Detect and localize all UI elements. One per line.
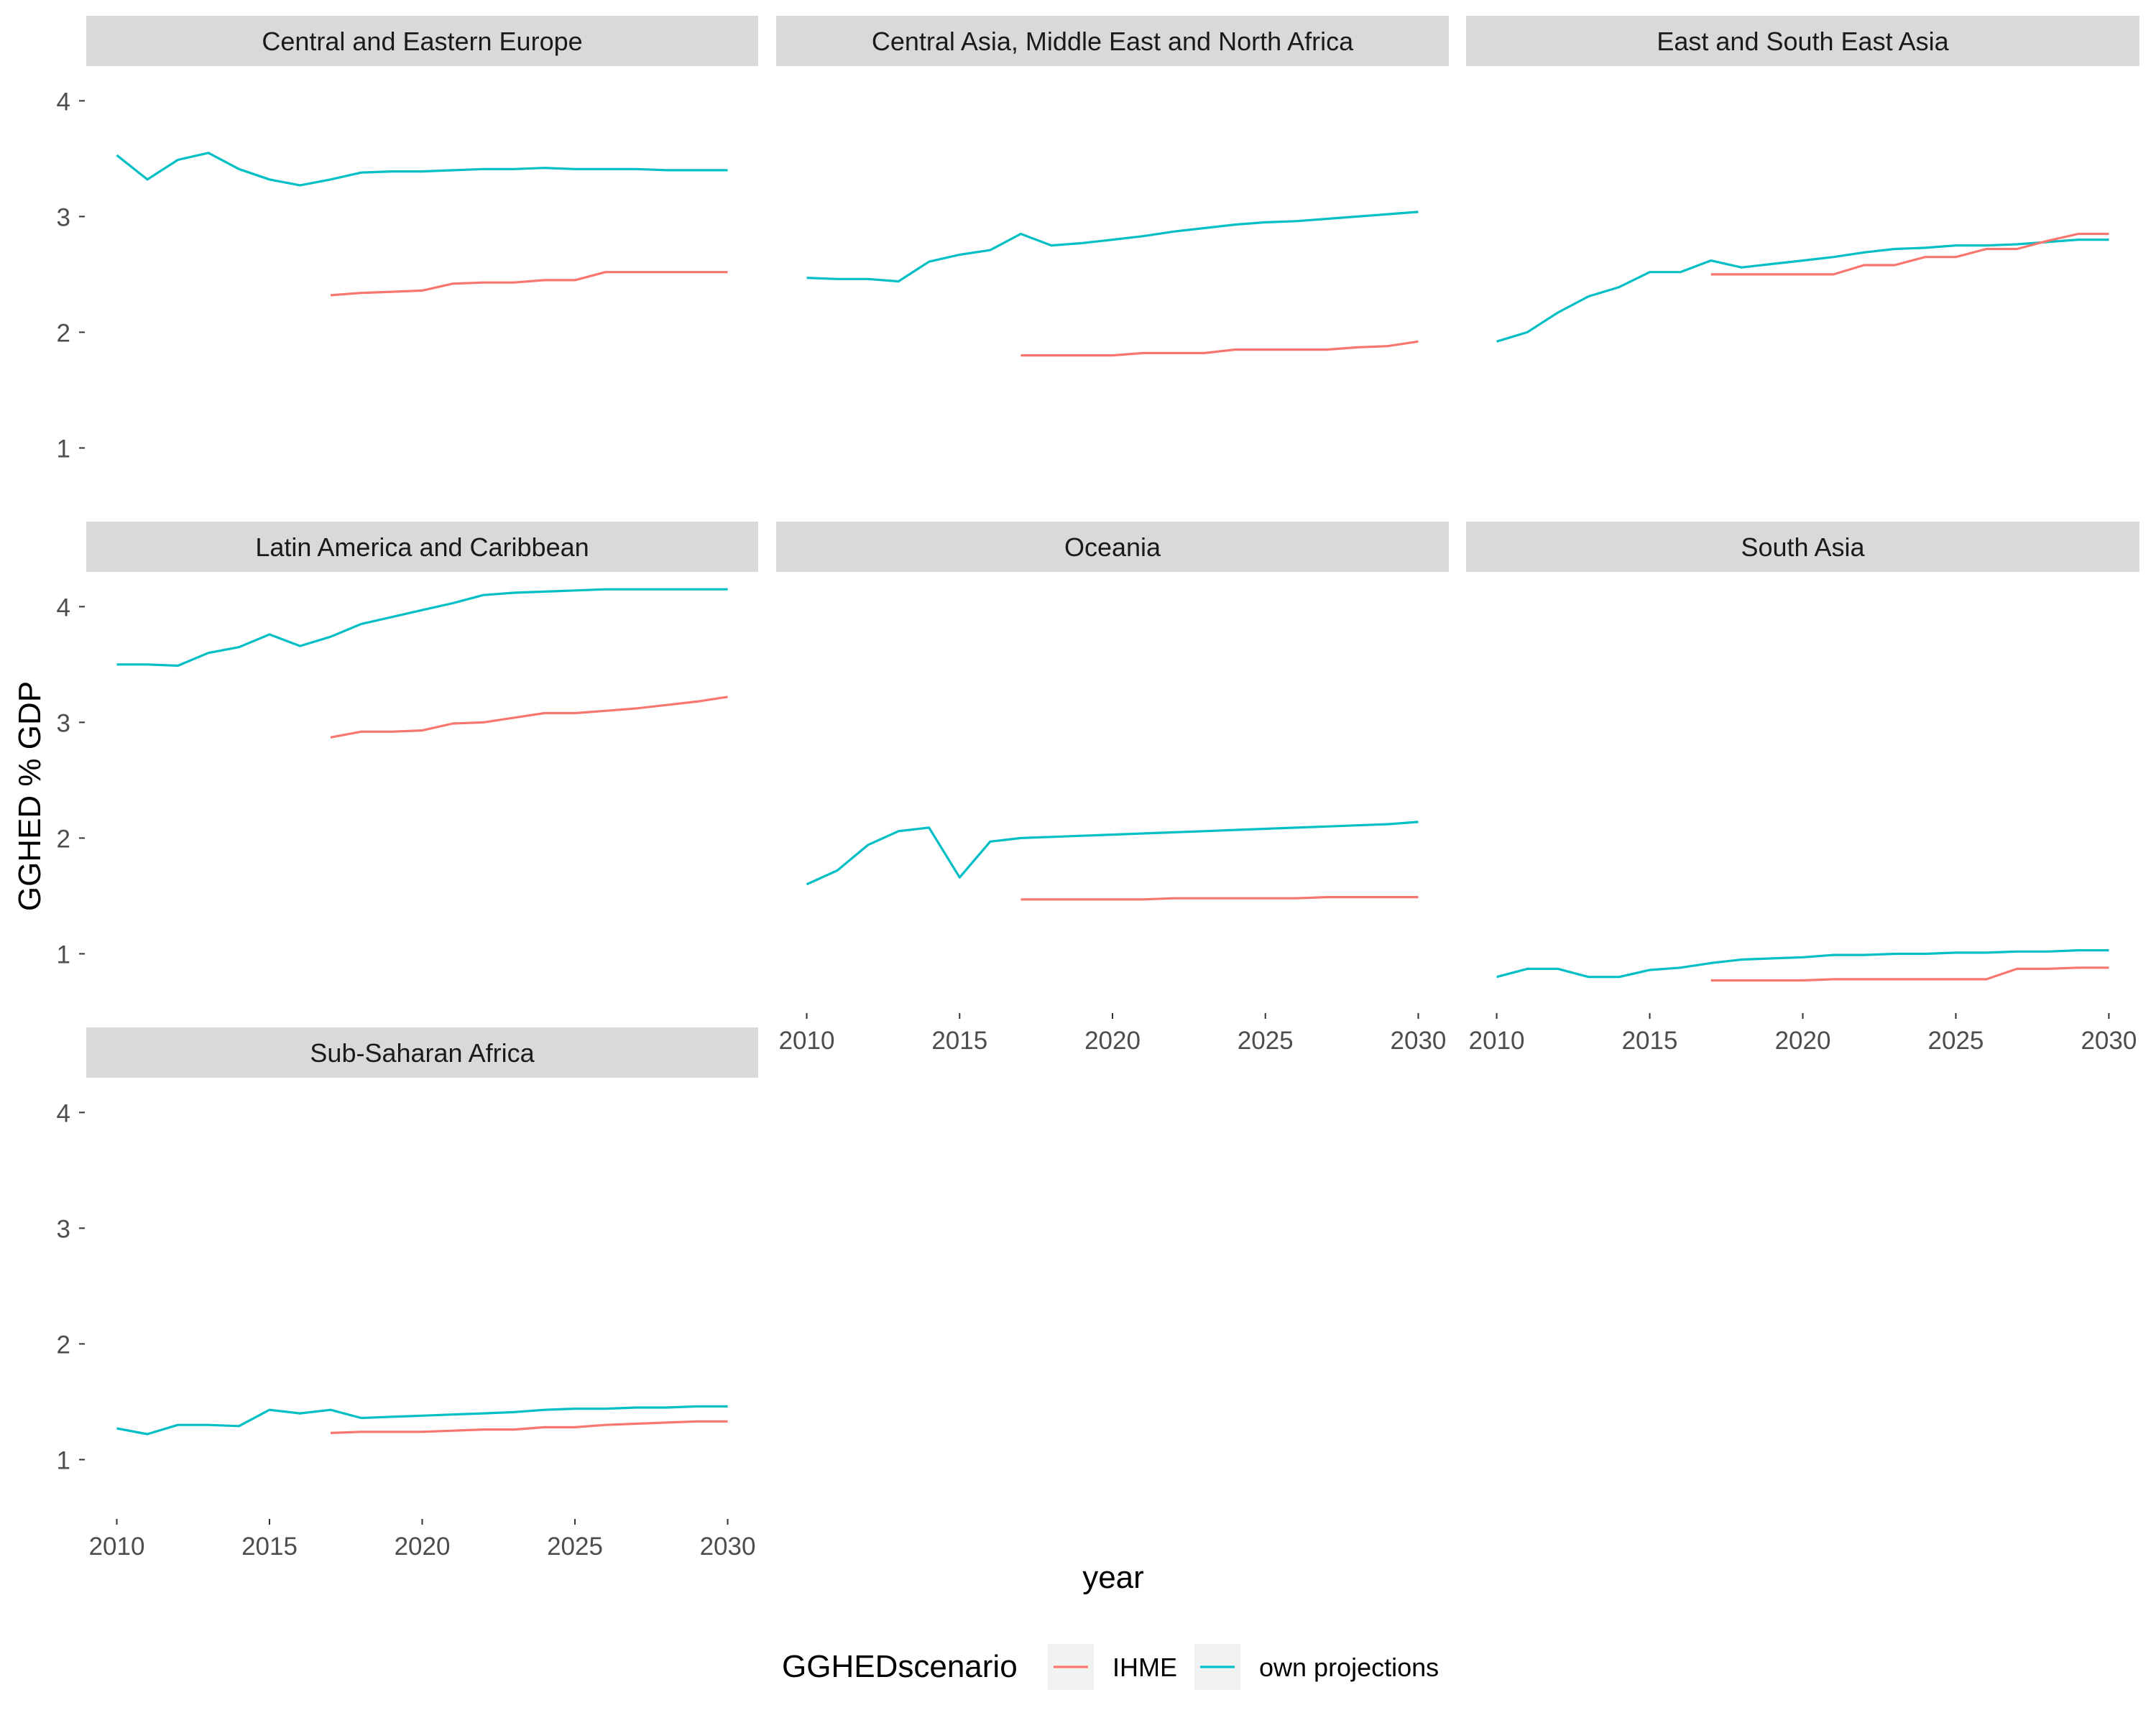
y-tick-label: 4 [57, 593, 70, 622]
facet-strip [86, 1027, 758, 1078]
facet-panel: Sub-Saharan Africa 1 2 3 4 2010 2015 2020 2025 20… [57, 1027, 758, 1561]
series-line-ihme [1021, 895, 1419, 901]
x-tick-label: 2010 [779, 1027, 835, 1055]
x-tick-label: 2015 [931, 1027, 987, 1055]
series-line-ihme [1710, 966, 2109, 982]
facet-strip [776, 522, 1449, 572]
x-tick-label: 2015 [241, 1533, 298, 1561]
facet-panel: East and South East Asia [1466, 16, 2139, 343]
series-line-own-projections [116, 1405, 728, 1436]
y-tick-label: 3 [57, 203, 70, 231]
x-tick-label: 2015 [1622, 1027, 1678, 1055]
facet-panel: Central Asia, Middle East and North Afri… [776, 16, 1449, 357]
facet-title: East and South East Asia [1657, 27, 1949, 56]
facet-title: Oceania [1064, 532, 1161, 562]
y-tick-label: 2 [57, 319, 70, 347]
facet-title: South Asia [1741, 532, 1865, 562]
y-tick-label: 3 [57, 709, 70, 737]
facet-panel: Oceania 2010 2015 2020 2025 2030 [776, 522, 1449, 1055]
x-tick-label: 2020 [1084, 1027, 1141, 1055]
y-tick-label: 2 [57, 1331, 70, 1359]
facet-panels: Central and Eastern Europe 1 2 3 4 Central As… [57, 16, 2139, 1561]
y-tick-label: 4 [57, 1099, 70, 1127]
facet-title: Central and Eastern Europe [262, 27, 582, 56]
facet-title: Central Asia, Middle East and North Afri… [872, 27, 1354, 56]
x-tick-label: 2020 [395, 1533, 451, 1561]
series-line-own-projections [1496, 948, 2109, 979]
legend-items: IHME own projections [1048, 1644, 1439, 1690]
legend: GGHEDscenario IHME own projections [782, 1644, 1439, 1690]
facet-panel: Central and Eastern Europe 1 2 3 4 [57, 16, 758, 463]
x-tick-label: 2020 [1775, 1027, 1831, 1055]
x-tick-label: 2030 [1391, 1027, 1447, 1055]
series-line-ihme [330, 1420, 728, 1434]
x-tick-label: 2025 [547, 1533, 603, 1561]
facet-strip [1466, 522, 2139, 572]
series-line-ihme [330, 696, 728, 739]
x-tick-label: 2025 [1928, 1027, 1984, 1055]
x-tick-label: 2010 [1469, 1027, 1525, 1055]
series-line-ihme [330, 271, 728, 297]
facet-panel: Latin America and Caribbean 1 2 3 4 [57, 522, 758, 969]
y-tick-label: 3 [57, 1215, 70, 1243]
x-tick-label: 2030 [2081, 1027, 2137, 1055]
facet-title: Latin America and Caribbean [255, 532, 589, 562]
x-tick-label: 2030 [700, 1533, 756, 1561]
series-line-ihme [1710, 232, 2109, 276]
series-line-own-projections [806, 211, 1419, 283]
series-line-ihme [1021, 340, 1419, 357]
facet-panel: South Asia 2010 2015 2020 2025 2030 [1466, 522, 2139, 1055]
x-tick-label: 2010 [89, 1533, 145, 1561]
x-tick-label: 2025 [1238, 1027, 1294, 1055]
series-line-own-projections [806, 821, 1419, 886]
facet-strip [776, 16, 1449, 66]
legend-title: GGHEDscenario [782, 1649, 1018, 1684]
y-tick-label: 1 [57, 435, 70, 463]
series-line-own-projections [116, 152, 728, 187]
y-axis-title: GGHED % GDP [12, 681, 47, 911]
facet-title: Sub-Saharan Africa [310, 1038, 535, 1068]
y-tick-label: 4 [57, 88, 70, 116]
facet-strip [86, 522, 758, 572]
series-line-own-projections [1496, 239, 2109, 343]
facet-strip [1466, 16, 2139, 66]
facet-strip [86, 16, 758, 66]
y-tick-label: 1 [57, 1446, 70, 1474]
x-axis-title: year [1082, 1560, 1144, 1595]
legend-label: IHME [1112, 1653, 1177, 1682]
series-line-own-projections [116, 588, 728, 667]
y-tick-label: 2 [57, 825, 70, 853]
y-tick-label: 1 [57, 941, 70, 969]
legend-label: own projections [1259, 1653, 1439, 1682]
